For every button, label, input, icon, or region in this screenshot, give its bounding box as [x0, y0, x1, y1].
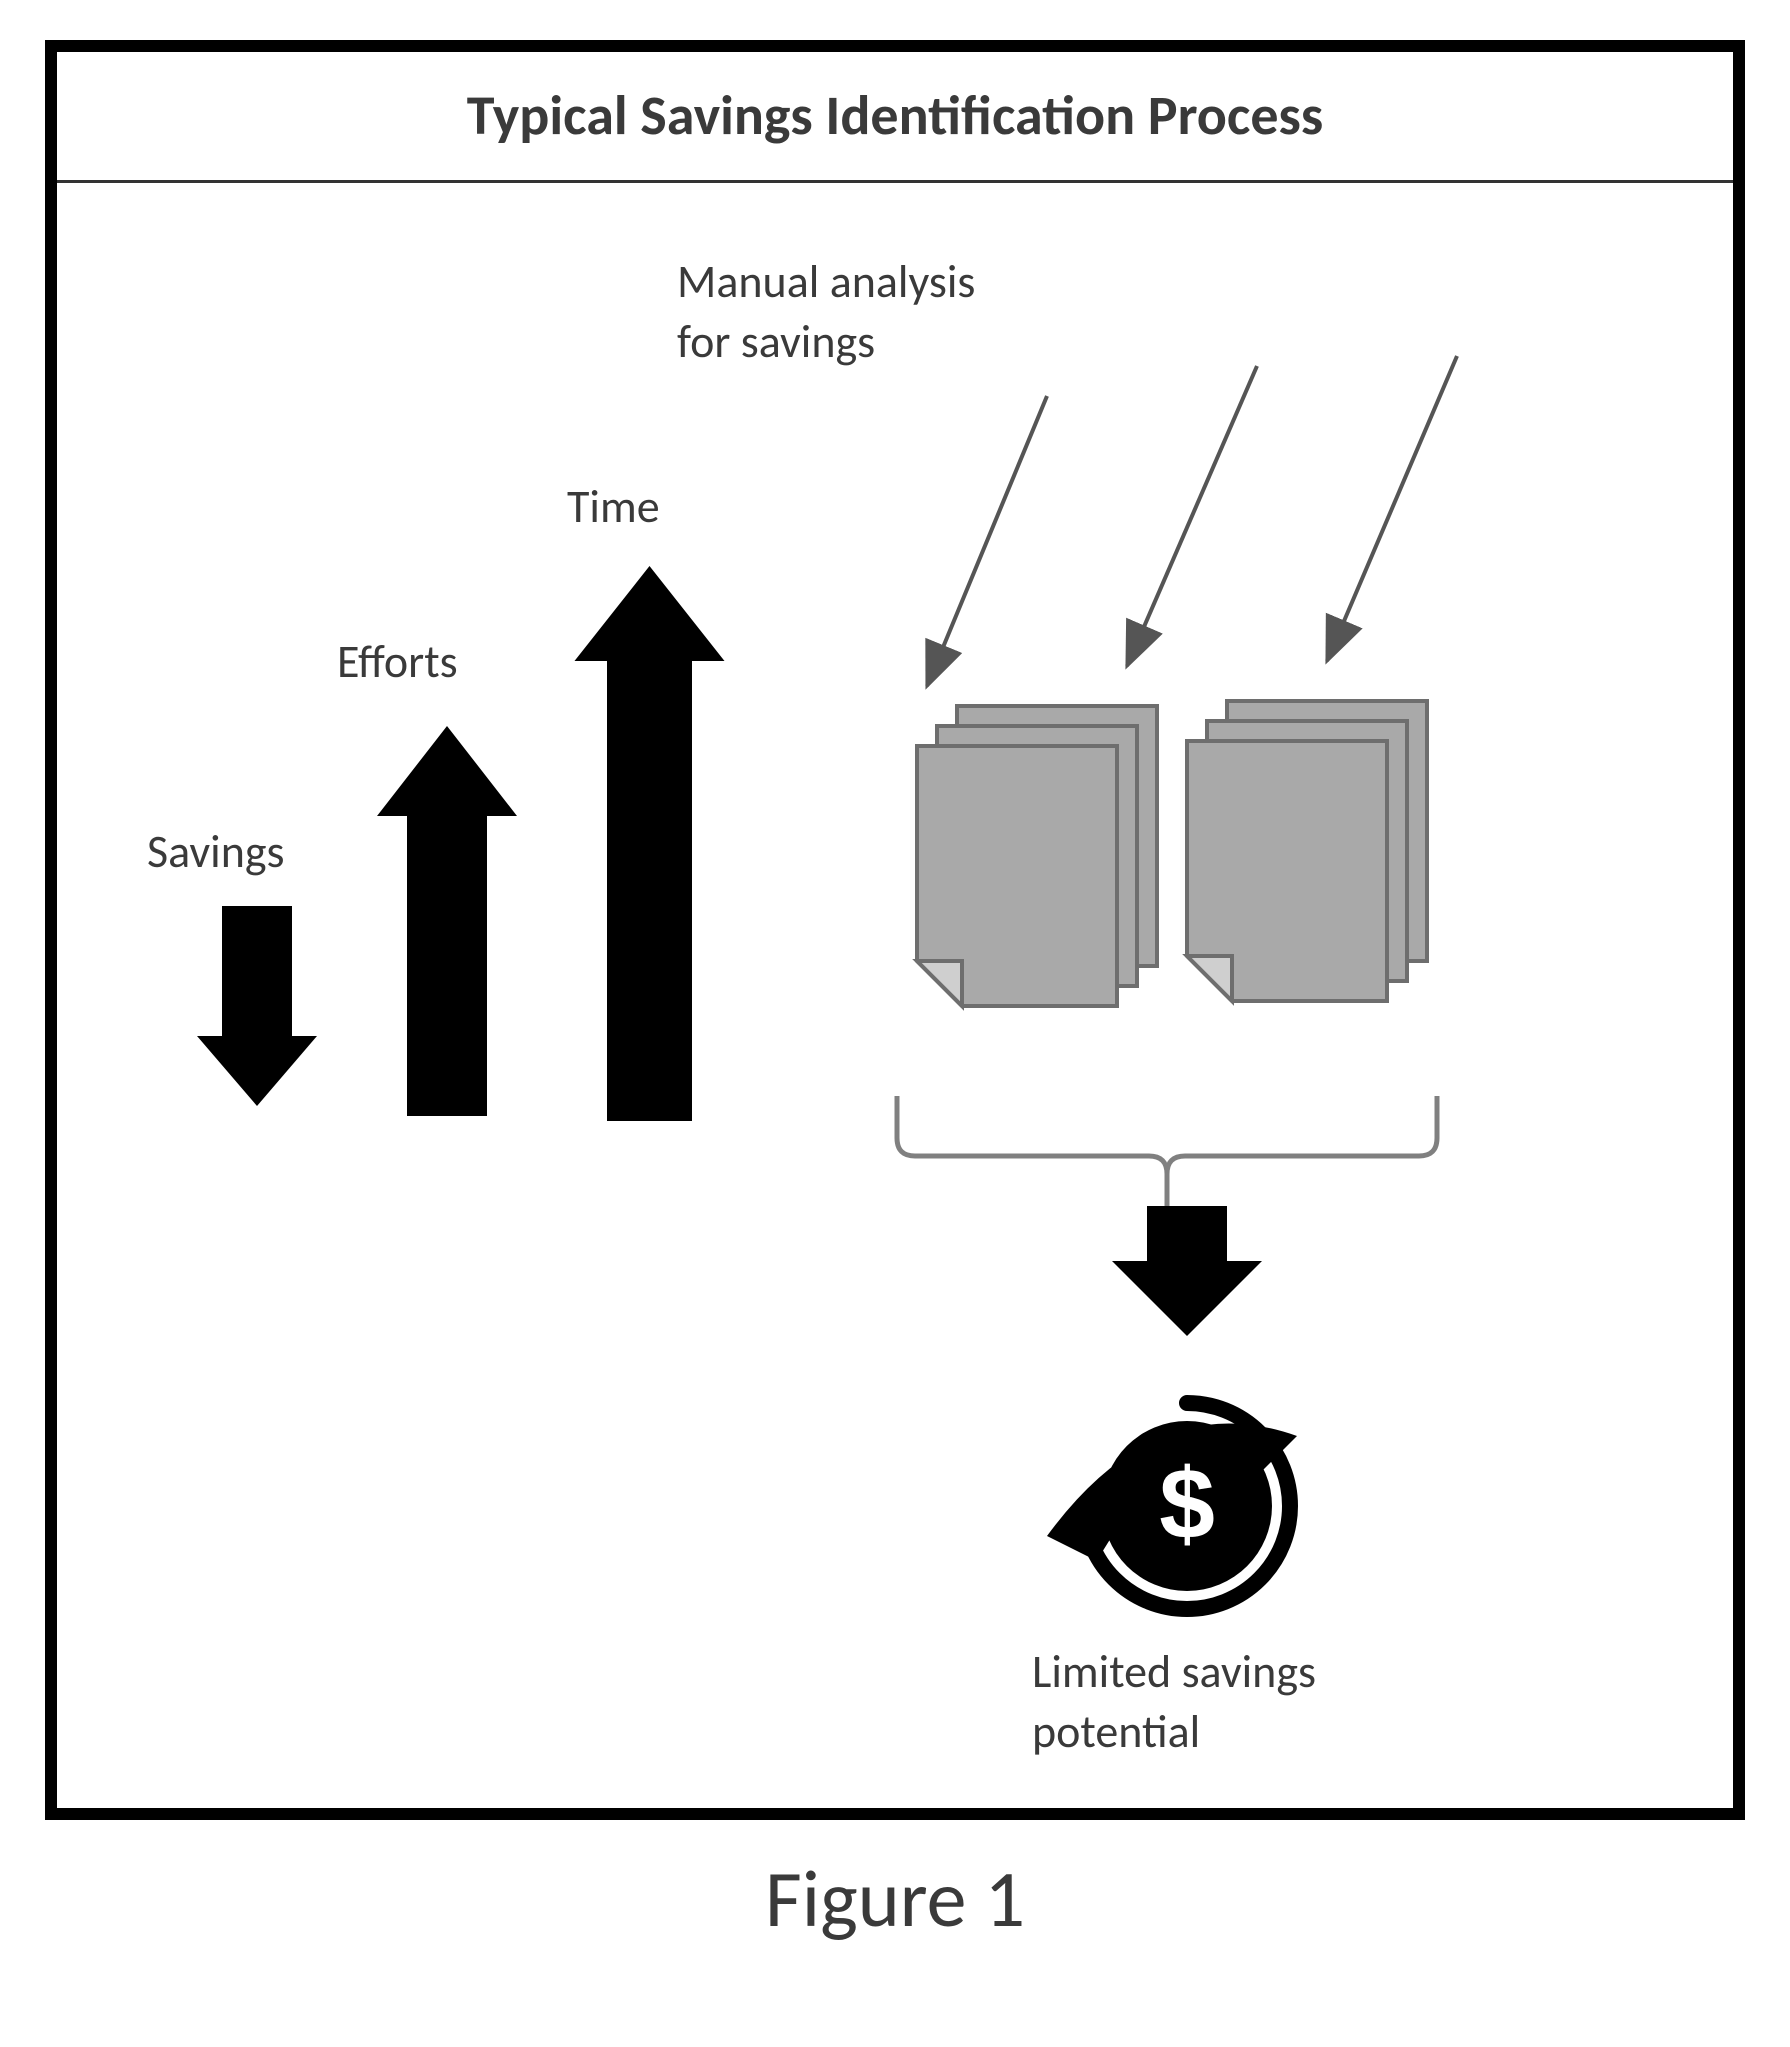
bracket: [897, 1096, 1437, 1206]
diagram-title: Typical Savings Identification Process: [467, 82, 1323, 150]
diagram-svg: $: [57, 183, 1733, 1809]
label-limited-savings: Limited savingspotential: [1032, 1643, 1316, 1763]
svg-text:$: $: [1159, 1448, 1215, 1560]
figure-caption: Figure 1: [57, 1851, 1733, 1948]
label-manual-analysis: Manual analysisfor savings: [677, 253, 975, 373]
label-efforts: Efforts: [337, 633, 458, 693]
title-bar: Typical Savings Identification Process: [57, 52, 1733, 183]
document-stacks: [917, 701, 1427, 1006]
eye-dollar-icon: $: [1047, 1403, 1297, 1609]
analysis-arrows: [927, 356, 1457, 686]
diagram-content: $ Manual analysisfor savings Time Effort…: [57, 183, 1733, 1809]
diagram-frame: Typical Savings Identification Process $…: [45, 40, 1745, 1820]
label-savings: Savings: [147, 823, 285, 883]
label-time: Time: [567, 478, 660, 538]
